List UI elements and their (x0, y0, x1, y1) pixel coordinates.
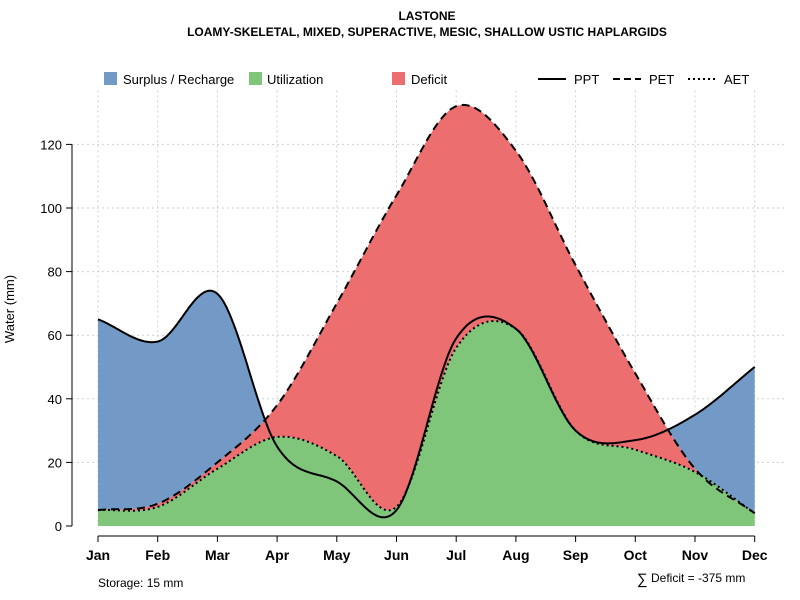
legend-label-surplus: Surplus / Recharge (123, 72, 234, 87)
legend-label-ppt: PPT (574, 72, 599, 87)
y-tick-label: 60 (48, 328, 62, 343)
series-line-ppt (97, 289, 756, 519)
area-fills (98, 104, 755, 526)
x-tick-label: Feb (145, 547, 170, 563)
series-lines (97, 103, 756, 519)
y-tick-label: 80 (48, 265, 62, 280)
x-tick-label: Aug (502, 547, 529, 563)
series-line-pet (97, 103, 756, 515)
legend-label-pet: PET (649, 72, 674, 87)
x-tick-label: Oct (624, 547, 648, 563)
deficit-annotation: Deficit = -375 mm (651, 571, 745, 585)
chart-subtitle: LOAMY-SKELETAL, MIXED, SUPERACTIVE, MESI… (187, 25, 667, 39)
x-tick-label: Nov (682, 547, 709, 563)
x-tick-label: Sep (563, 547, 589, 563)
deficit-sum-symbol: ∑ (637, 571, 648, 588)
y-tick-label: 100 (40, 201, 62, 216)
legend-label-utilization: Utilization (267, 72, 323, 87)
legend-swatch-surplus (104, 72, 117, 85)
legend-label-aet: AET (724, 72, 749, 87)
series-line-aet (97, 320, 756, 515)
y-tick-label: 40 (48, 392, 62, 407)
x-tick-label: Jun (384, 547, 409, 563)
x-tick-label: Apr (265, 547, 290, 563)
utilization-area (98, 321, 755, 526)
x-tick-label: Mar (205, 547, 230, 563)
chart-title: LASTONE (398, 9, 455, 23)
y-axis-title: Water (mm) (2, 275, 17, 343)
y-tick-label: 120 (40, 137, 62, 152)
deficit-area (98, 104, 755, 514)
x-tick-label: Jul (446, 547, 466, 563)
storage-annotation: Storage: 15 mm (98, 576, 183, 590)
y-tick-label: 20 (48, 455, 62, 470)
surplus-area (98, 104, 755, 514)
x-tick-label: Dec (742, 547, 768, 563)
legend: Surplus / Recharge Utilization Deficit P… (104, 72, 749, 87)
x-tick-label: Jan (86, 547, 110, 563)
axes: 0 20 40 60 80 100 120 Jan Feb Mar Apr May Jun Jul Aug S… (40, 137, 767, 563)
legend-swatch-deficit (392, 72, 405, 85)
x-tick-label: May (323, 547, 350, 563)
legend-swatch-utilization (249, 72, 262, 85)
legend-label-deficit: Deficit (411, 72, 448, 87)
y-tick-label: 0 (55, 519, 62, 534)
